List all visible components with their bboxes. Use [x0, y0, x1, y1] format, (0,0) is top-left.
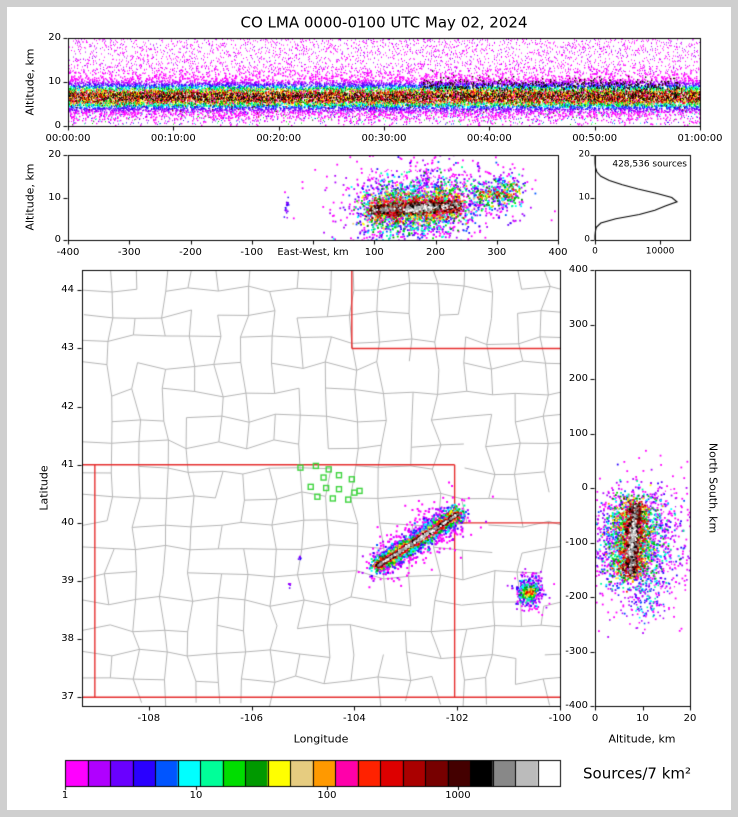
colorbar: [65, 760, 560, 786]
